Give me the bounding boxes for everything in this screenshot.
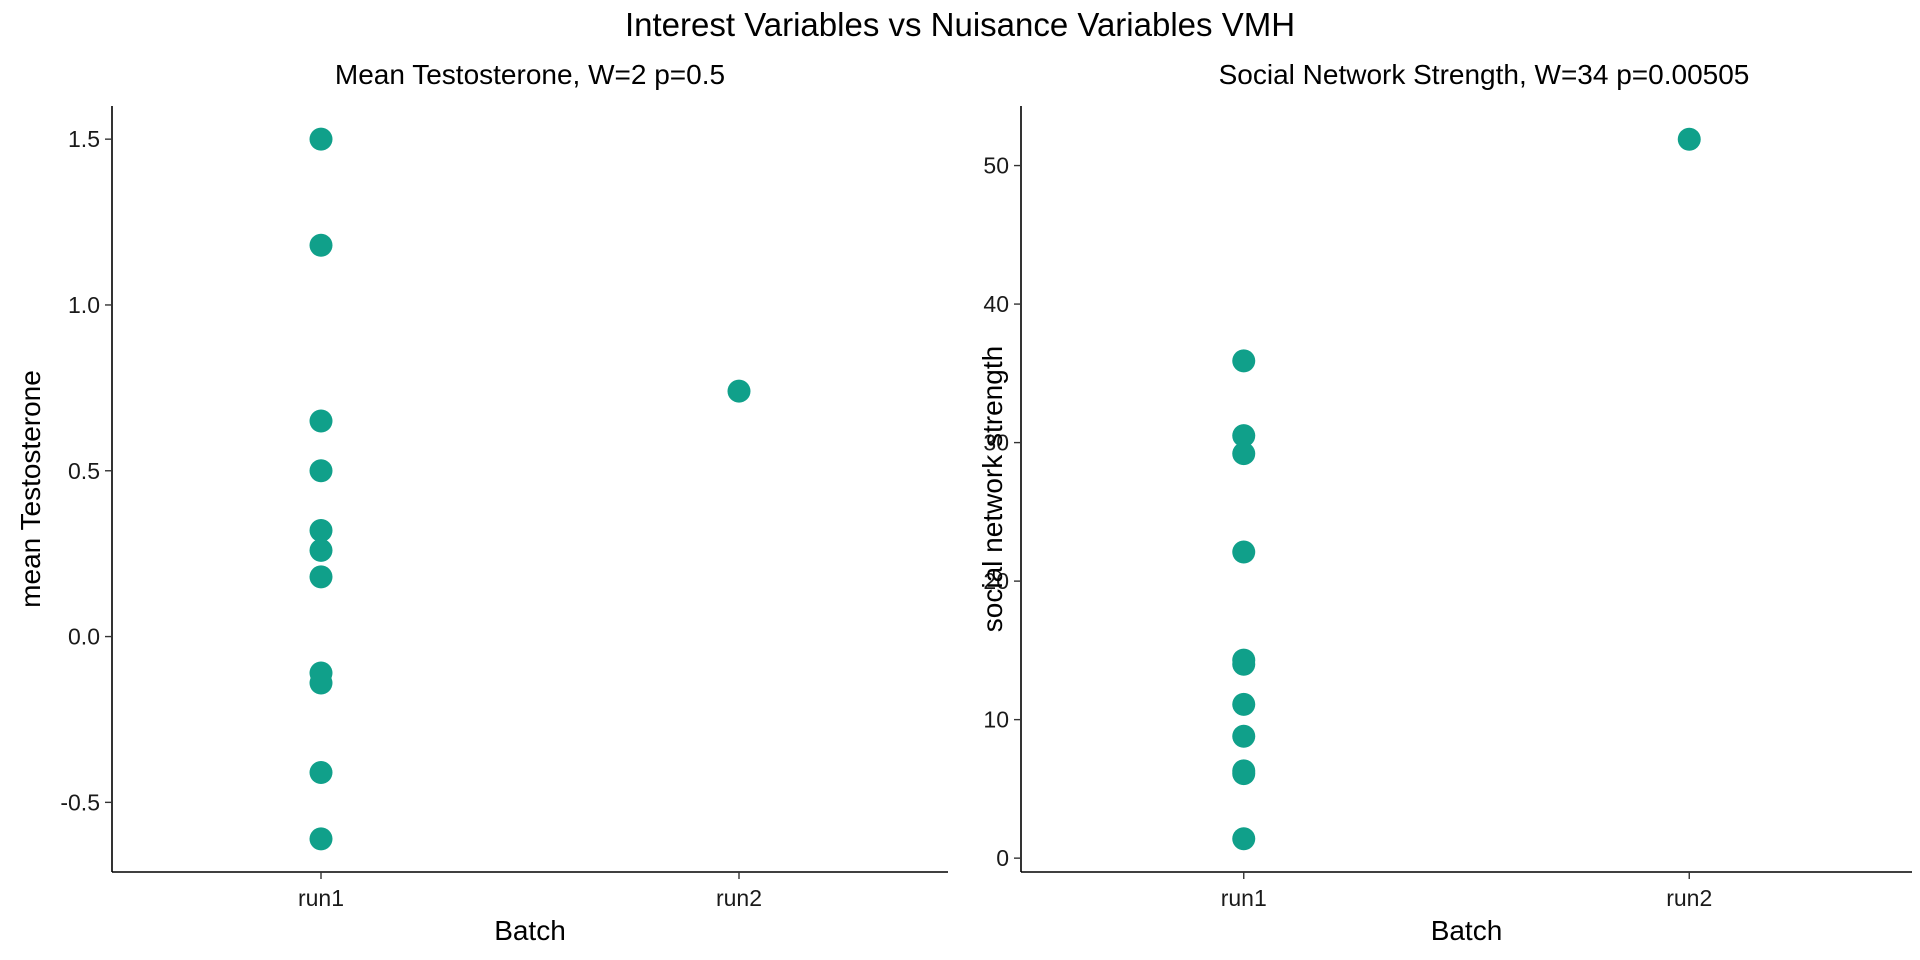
mean-testosterone-data-point xyxy=(309,827,333,851)
mean-testosterone-data-point xyxy=(309,565,333,589)
mean-testosterone-y-tick-label: -0.5 xyxy=(60,789,100,815)
social-network-strength-y-tick-label: 20 xyxy=(983,568,1009,594)
panel-social-network-strength: Social Network Strength, W=34 p=0.00505 0… xyxy=(977,59,1912,946)
mean-testosterone-title: Mean Testosterone, W=2 p=0.5 xyxy=(335,59,725,90)
social-network-strength-x-tick-label: run2 xyxy=(1666,885,1712,911)
social-network-strength-data-point xyxy=(1232,424,1256,448)
social-network-strength-data-point xyxy=(1232,349,1256,373)
social-network-strength-title: Social Network Strength, W=34 p=0.00505 xyxy=(1219,59,1750,90)
figure-title: Interest Variables vs Nuisance Variables… xyxy=(625,6,1295,43)
mean-testosterone-y-tick-label: 1.0 xyxy=(68,292,100,318)
mean-testosterone-data-point xyxy=(309,671,333,695)
mean-testosterone-data-point xyxy=(309,459,333,483)
mean-testosterone-data-point xyxy=(309,409,333,433)
mean-testosterone-y-tick-label: 1.5 xyxy=(68,126,100,152)
social-network-strength-y-tick-label: 40 xyxy=(983,291,1009,317)
mean-testosterone-data-point xyxy=(309,127,333,151)
social-network-strength-x-axis-title: Batch xyxy=(1431,915,1503,946)
mean-testosterone-data-point xyxy=(309,518,333,542)
social-network-strength-data-point xyxy=(1232,652,1256,676)
social-network-strength-y-axis-title: social network strength xyxy=(977,346,1008,632)
mean-testosterone-x-axis-title: Batch xyxy=(494,915,566,946)
social-network-strength-y-tick-label: 30 xyxy=(983,430,1009,456)
mean-testosterone-data-point xyxy=(727,379,751,403)
mean-testosterone-y-tick-label: 0.0 xyxy=(68,624,100,650)
social-network-strength-data-point xyxy=(1232,827,1256,851)
mean-testosterone-y-axis-title: mean Testosterone xyxy=(15,370,46,608)
mean-testosterone-y-tick-label: 0.5 xyxy=(68,458,100,484)
social-network-strength-data-point xyxy=(1232,762,1256,786)
mean-testosterone-data-point xyxy=(309,233,333,257)
social-network-strength-data-point xyxy=(1232,724,1256,748)
mean-testosterone-data-point xyxy=(309,538,333,562)
social-network-strength-data-point xyxy=(1232,442,1256,466)
social-network-strength-y-tick-label: 0 xyxy=(996,845,1009,871)
social-network-strength-y-tick-label: 10 xyxy=(983,707,1009,733)
social-network-strength-y-tick-label: 50 xyxy=(983,153,1009,179)
mean-testosterone-data-point xyxy=(309,761,333,785)
social-network-strength-x-tick-label: run1 xyxy=(1221,885,1267,911)
panel-mean-testosterone: Mean Testosterone, W=2 p=0.5 -0.5 0.0 0.5 1.… xyxy=(15,59,948,946)
mean-testosterone-x-tick-label: run2 xyxy=(716,885,762,911)
social-network-strength-data-point xyxy=(1677,127,1701,151)
social-network-strength-data-point xyxy=(1232,540,1256,564)
social-network-strength-data-point xyxy=(1232,692,1256,716)
mean-testosterone-x-tick-label: run1 xyxy=(298,885,344,911)
